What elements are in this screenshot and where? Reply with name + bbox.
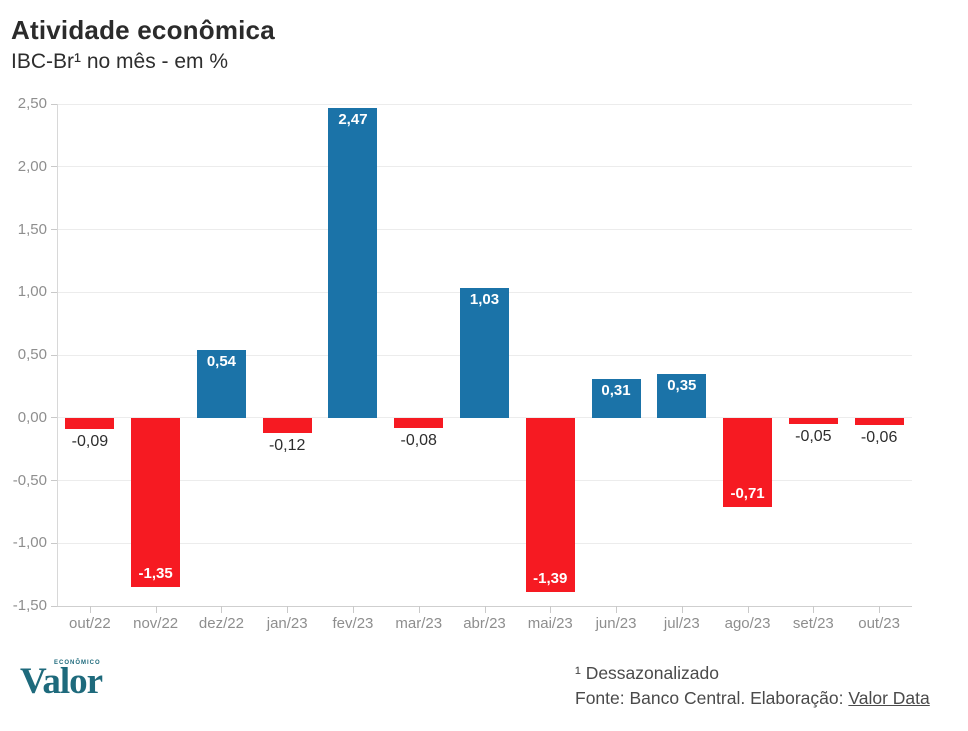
- bar: [525, 417, 575, 593]
- bar-value-label: -0,09: [71, 433, 109, 451]
- y-tick: [51, 417, 57, 419]
- gridline: [57, 229, 912, 230]
- x-tick: [221, 606, 223, 613]
- bar: [196, 349, 246, 418]
- x-axis-label: jan/23: [266, 615, 308, 632]
- bar-value-label: 1,03: [469, 291, 500, 309]
- y-tick: [51, 605, 57, 607]
- bar-value-label: -0,71: [730, 484, 765, 502]
- x-tick: [813, 606, 815, 613]
- x-tick: [616, 606, 618, 613]
- x-axis-label: abr/23: [463, 615, 506, 632]
- x-tick: [418, 606, 420, 613]
- x-axis-label: fev/23: [332, 615, 374, 632]
- gridline: [57, 417, 912, 419]
- bar: [854, 417, 904, 426]
- y-axis-label: 2,00: [17, 157, 47, 175]
- x-tick: [287, 606, 289, 613]
- bar: [394, 417, 444, 428]
- y-tick: [51, 166, 57, 168]
- y-axis-label: 2,50: [17, 95, 47, 112]
- bar-value-label: 2,47: [338, 110, 368, 128]
- bar: [788, 417, 838, 425]
- valor-logo-wordmark: Valor: [20, 661, 103, 702]
- x-axis-label: jun/23: [595, 615, 637, 632]
- bar: [723, 417, 773, 507]
- x-tick: [352, 606, 354, 613]
- chart-title: Atividade econômica: [11, 15, 275, 45]
- gridline: [57, 166, 912, 168]
- y-axis-label: 0,50: [17, 346, 47, 363]
- y-tick: [51, 354, 57, 356]
- bar: [65, 417, 115, 430]
- x-axis-label: jul/23: [663, 615, 700, 632]
- valor-data-link[interactable]: Valor Data: [848, 688, 930, 708]
- valor-logo: ECONÔMICO Valor: [20, 660, 140, 702]
- y-tick: [51, 103, 57, 105]
- bar-value-label: 0,35: [667, 376, 697, 394]
- bar-value-label: -1,35: [138, 565, 173, 583]
- y-axis-label: -0,50: [12, 471, 47, 489]
- x-tick: [89, 606, 91, 613]
- x-axis-label: mai/23: [527, 615, 573, 632]
- y-axis-line: [57, 104, 58, 606]
- bar: [657, 373, 707, 418]
- bar: [262, 417, 312, 433]
- x-axis-label: ago/23: [724, 615, 771, 632]
- bar-value-label: -0,08: [400, 431, 437, 449]
- x-tick: [747, 606, 749, 613]
- y-axis-label: 0,00: [17, 408, 47, 426]
- x-axis-label: out/23: [858, 615, 900, 632]
- y-axis-label: 1,50: [17, 220, 47, 238]
- bar-value-label: 0,54: [206, 352, 237, 370]
- x-axis-label: dez/22: [198, 615, 244, 632]
- x-tick: [484, 606, 486, 613]
- x-tick: [681, 606, 683, 613]
- x-tick: [550, 606, 552, 613]
- y-tick: [51, 542, 57, 544]
- y-axis-label: -1,00: [12, 534, 47, 552]
- x-axis-label: mar/23: [395, 615, 443, 632]
- chart-subtitle: IBC-Br¹ no mês - em %: [11, 50, 229, 73]
- bar-value-label: -1,39: [533, 570, 568, 588]
- footnote-block: ¹ Dessazonalizado Fonte: Banco Central. …: [575, 661, 930, 711]
- source-text: Fonte: Banco Central. Elaboração:: [575, 688, 849, 708]
- y-tick: [51, 291, 57, 293]
- footnote-dessazonalizado: ¹ Dessazonalizado: [575, 663, 719, 683]
- bar-value-label: 0,31: [601, 381, 631, 399]
- bar: [460, 288, 509, 418]
- y-axis-label: 1,00: [17, 283, 47, 301]
- gridline: [57, 542, 912, 544]
- valor-logo-economico-text: ECONÔMICO: [54, 660, 101, 666]
- bar-value-label: -0,12: [268, 436, 306, 454]
- x-tick: [155, 606, 157, 613]
- bar: [591, 378, 641, 418]
- x-axis-label: out/22: [69, 615, 111, 632]
- bar-value-label: -0,06: [860, 429, 898, 447]
- bar-value-label: -0,05: [795, 428, 832, 446]
- gridline: [57, 103, 912, 105]
- bar: [328, 107, 378, 418]
- x-axis-label: set/23: [792, 615, 834, 632]
- source-line: Fonte: Banco Central. Elaboração: Valor …: [575, 686, 930, 711]
- bar: [131, 417, 181, 588]
- x-axis-label: nov/22: [133, 615, 179, 632]
- y-axis-label: -1,50: [12, 597, 47, 614]
- y-tick: [51, 229, 57, 230]
- gridline: [57, 480, 912, 481]
- y-tick: [51, 480, 57, 481]
- x-tick: [879, 606, 881, 613]
